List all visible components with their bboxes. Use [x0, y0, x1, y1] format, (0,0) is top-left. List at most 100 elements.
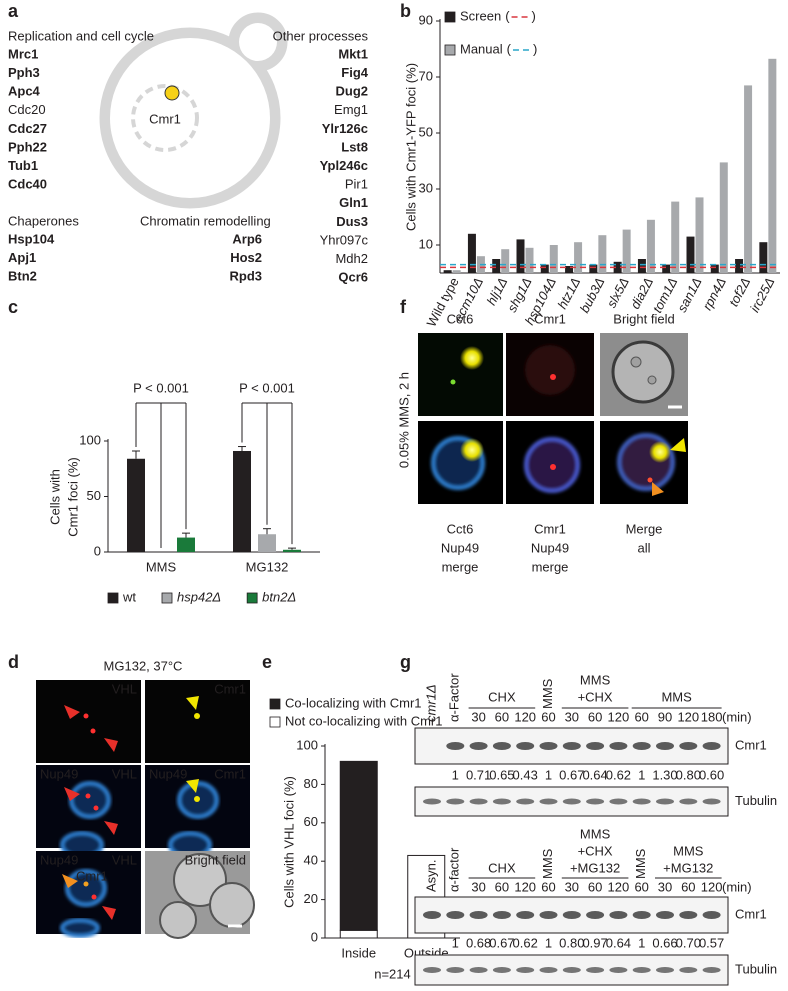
gene: Dug2: [336, 84, 369, 99]
x-tick-label: irc25Δ: [747, 275, 778, 315]
quantification: 1: [452, 767, 459, 782]
gene: Cdc40: [8, 177, 47, 192]
gene: Apc4: [8, 84, 41, 99]
y-axis-title: Cmr1 foci (%): [65, 457, 80, 536]
gene: Pph3: [8, 65, 40, 80]
time: 60: [541, 879, 555, 894]
band: [562, 911, 581, 919]
gene: Pir1: [345, 177, 368, 192]
band: [446, 798, 465, 805]
legend-swatch: [269, 698, 281, 710]
group-label: +MG132: [663, 860, 713, 875]
bar-segment: [339, 929, 378, 939]
bar: [646, 219, 655, 273]
group-label: CHX: [488, 860, 516, 875]
channel-label: VHL: [112, 852, 137, 867]
band: [656, 798, 674, 805]
quantification: 0.80: [676, 767, 701, 782]
legend-bracket: ): [533, 41, 537, 56]
group-label: MMS: [580, 826, 611, 841]
quantification: 0.43: [513, 767, 538, 782]
time: 30: [471, 879, 485, 894]
band: [679, 742, 698, 750]
quantification: 1: [638, 935, 645, 950]
band: [469, 798, 488, 805]
y-tick-label: 70: [419, 68, 433, 83]
band-label: Tubulin: [735, 793, 777, 808]
gene: Hos2: [230, 250, 262, 265]
bar: [637, 259, 646, 273]
quantification: 1: [545, 935, 552, 950]
bar: [598, 235, 607, 273]
lane-label: α-factor: [447, 847, 462, 892]
time: 60: [541, 709, 555, 724]
quantification: 0.71: [466, 767, 491, 782]
bar: [452, 270, 461, 273]
y-axis-title: Cells with Cmr1-YFP foci (%): [403, 63, 418, 231]
bar: [686, 236, 695, 273]
band: [492, 798, 511, 805]
bar: [258, 534, 276, 552]
gene: Hsp104: [8, 231, 55, 246]
quantification: 1: [452, 935, 459, 950]
bar: [540, 264, 549, 273]
quantification: 0.62: [606, 767, 631, 782]
band: [632, 967, 651, 973]
unit: (min): [722, 709, 752, 724]
gene: Tub1: [8, 158, 38, 173]
channel-label: Nup49: [40, 766, 78, 781]
band: [516, 911, 535, 919]
panel-label: a: [8, 1, 19, 21]
bar: [565, 266, 574, 273]
band: [702, 742, 721, 750]
band: [679, 911, 698, 919]
legend-label: btn2Δ: [262, 589, 296, 604]
band: [702, 798, 721, 805]
lane-label: α-Factor: [447, 673, 462, 722]
time: 30: [565, 709, 579, 724]
caption: merge: [442, 559, 479, 574]
y-tick-label: 100: [79, 432, 101, 447]
time: 60: [634, 879, 648, 894]
bar: [501, 249, 510, 273]
group-label: MMS: [633, 848, 648, 879]
gene: Cdc20: [8, 102, 46, 117]
y-tick-label: 90: [419, 12, 433, 27]
band: [516, 798, 535, 805]
quantification: 1: [638, 767, 645, 782]
band: [539, 967, 558, 973]
legend-bracket: ): [532, 8, 536, 23]
y-tick-label: 50: [87, 488, 101, 503]
quantification: 0.64: [582, 767, 607, 782]
gene: Mrc1: [8, 46, 38, 61]
group-label: MMS: [580, 672, 611, 687]
time: 30: [471, 709, 485, 724]
time: 120: [514, 709, 536, 724]
gene: Rpd3: [230, 269, 263, 284]
quantification: 0.57: [699, 935, 724, 950]
time: 60: [681, 879, 695, 894]
band: [446, 967, 465, 973]
band: [609, 798, 628, 805]
y-tick-label: 30: [419, 180, 433, 195]
quantification: 0.65: [489, 767, 514, 782]
band: [539, 798, 558, 805]
y-tick-label: 60: [304, 814, 318, 829]
panel-label: c: [8, 297, 18, 317]
gene: Ylr126c: [322, 121, 368, 136]
channel-label: VHL: [112, 766, 137, 781]
channel-label: Cmr1: [214, 681, 246, 696]
legend-label: Manual: [460, 41, 503, 56]
bar: [516, 239, 525, 273]
bar: [549, 245, 558, 273]
y-axis-title: Cells with: [47, 469, 62, 525]
bar: [492, 259, 501, 273]
band: [516, 967, 535, 973]
band: [656, 742, 674, 750]
group-label: MMS: [673, 843, 704, 858]
gene: Ypl246c: [320, 158, 368, 173]
y-tick-label: 40: [304, 853, 318, 868]
band: [539, 742, 558, 750]
group-title: Chaperones: [8, 213, 79, 228]
legend-swatch: [246, 592, 258, 604]
